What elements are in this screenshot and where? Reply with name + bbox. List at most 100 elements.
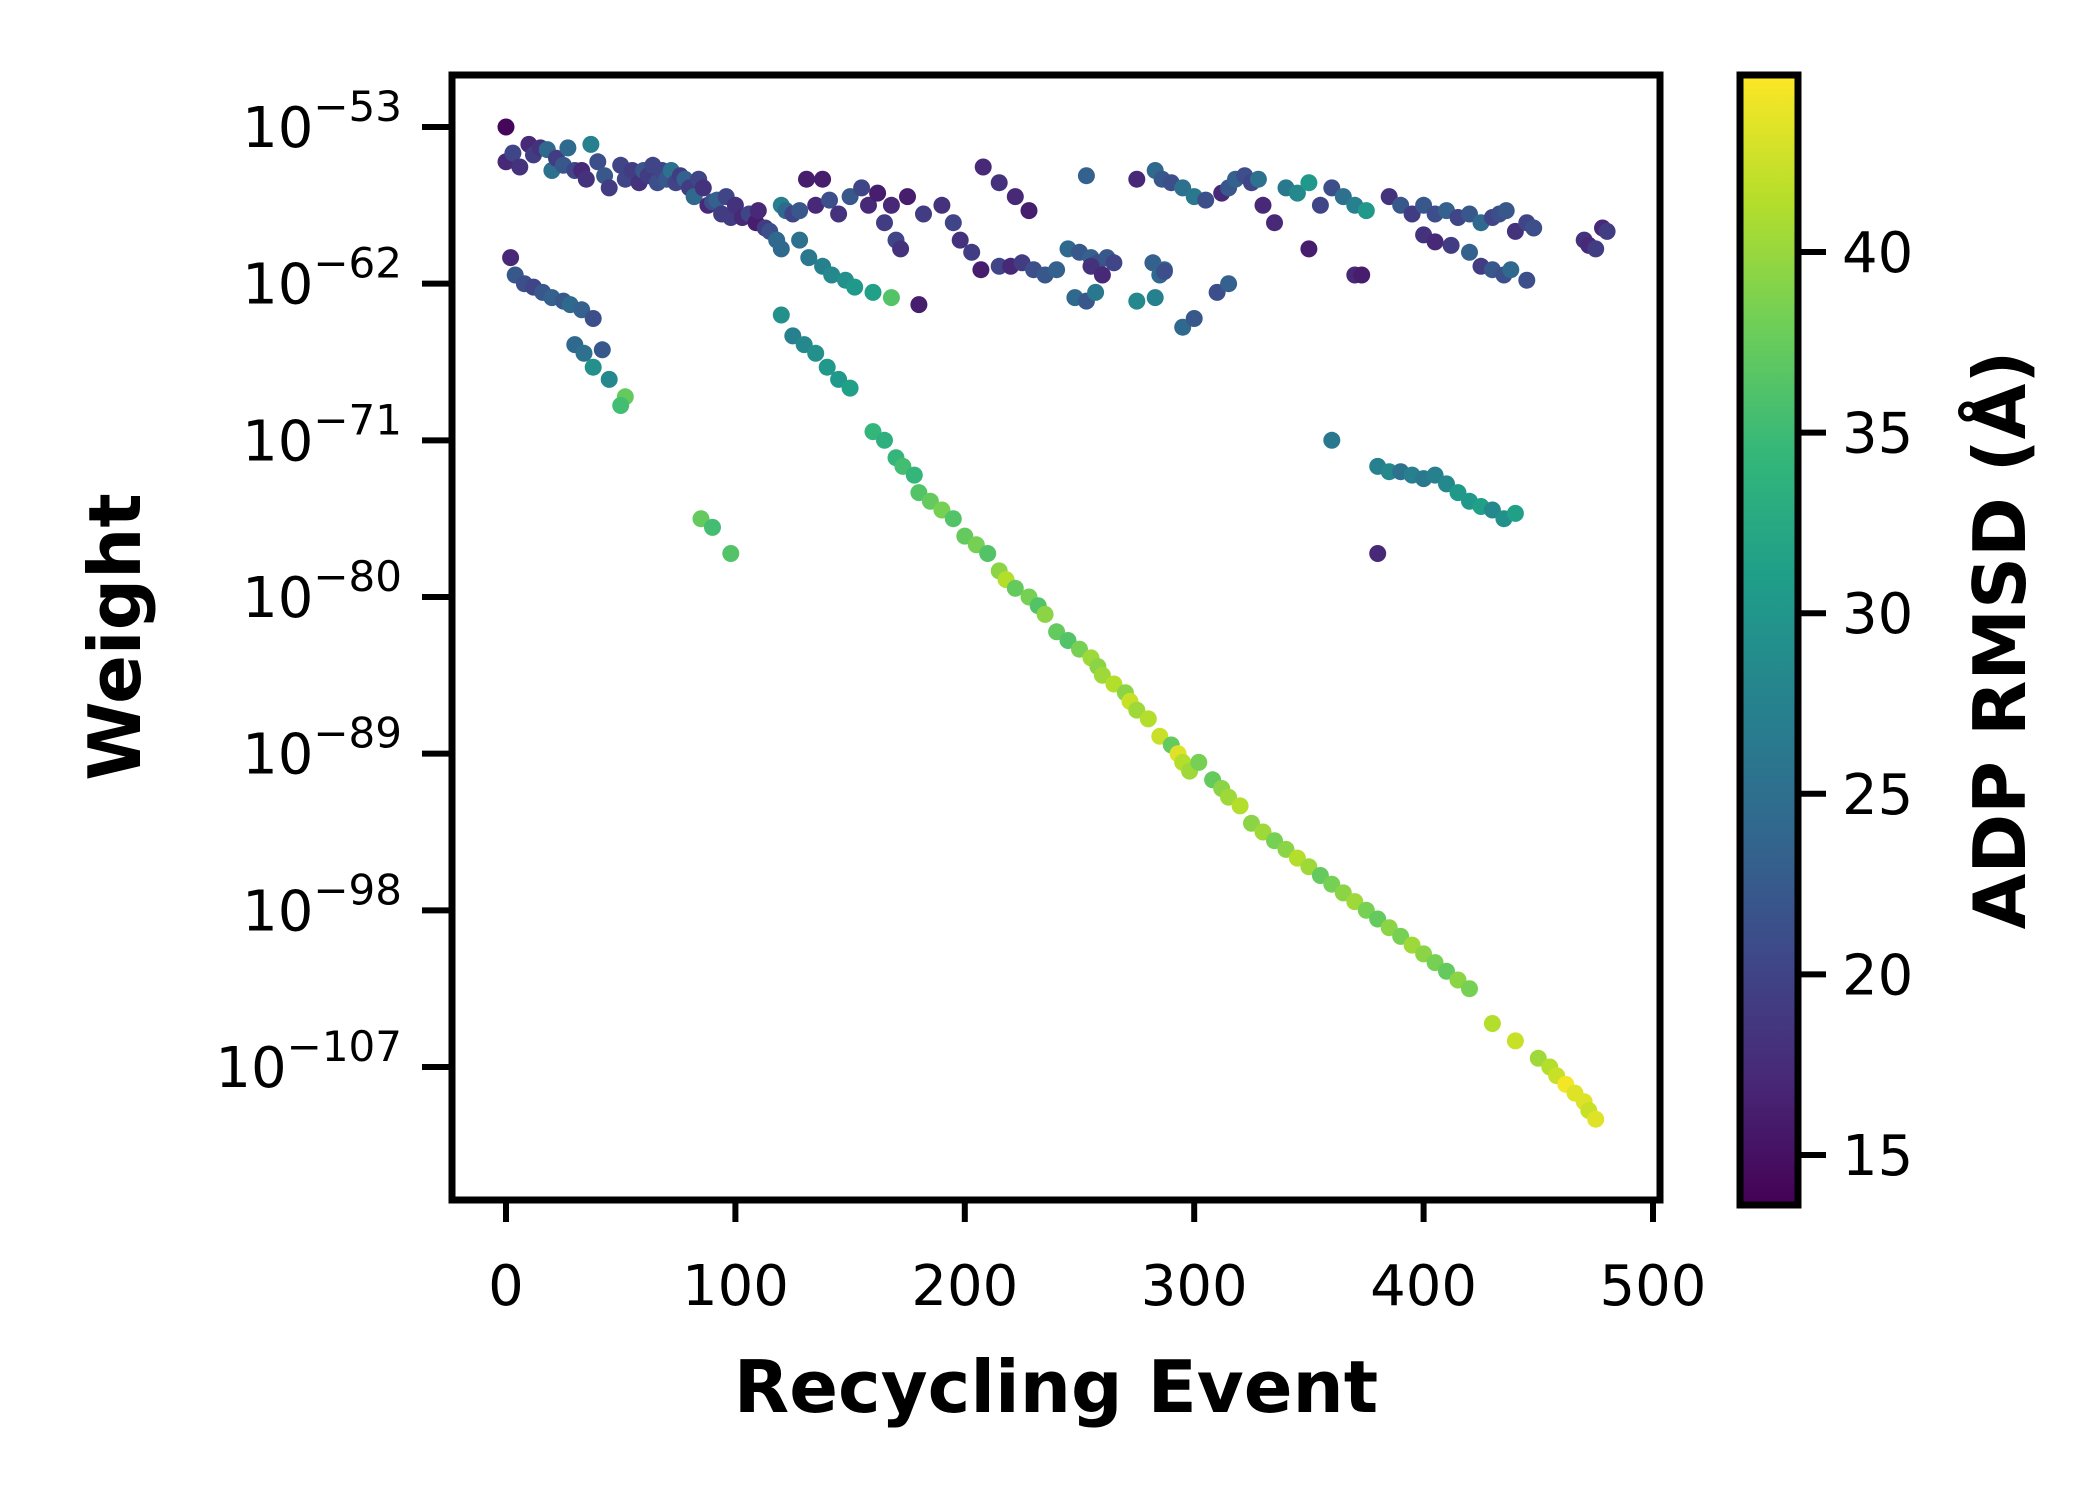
data-point <box>1300 174 1318 192</box>
data-point <box>841 188 859 206</box>
data-point <box>1254 196 1272 214</box>
data-point <box>1105 675 1123 693</box>
data-point <box>915 205 932 223</box>
data-point <box>575 344 593 362</box>
data-point <box>1288 849 1306 867</box>
data-point <box>944 510 962 528</box>
data-point <box>821 191 838 209</box>
data-point <box>1497 202 1515 220</box>
data-point <box>876 431 893 449</box>
data-point <box>823 266 841 284</box>
data-point <box>1006 188 1024 206</box>
data-point <box>1249 170 1267 188</box>
y-tick-exponent: −98 <box>313 865 402 914</box>
y-tick-exponent: −89 <box>313 709 402 758</box>
x-axis-label: Recycling Event <box>734 1345 1378 1429</box>
data-point <box>577 170 595 188</box>
data-point <box>1266 832 1283 850</box>
data-point <box>1185 310 1203 327</box>
data-point <box>1300 858 1318 876</box>
data-point <box>956 527 974 545</box>
data-point <box>1334 188 1352 206</box>
data-point <box>1415 196 1433 214</box>
data-point <box>1461 980 1478 998</box>
data-point <box>612 397 630 414</box>
data-point <box>830 370 848 388</box>
data-point <box>584 310 602 327</box>
y-tick-base: 10 <box>242 566 313 631</box>
colorbar-label: ADP RMSD (Å) <box>1958 351 2042 930</box>
data-point <box>1151 727 1169 745</box>
x-tick-label: 500 <box>1600 1254 1707 1319</box>
data-point <box>502 249 520 267</box>
data-point <box>593 341 611 359</box>
data-point <box>504 144 522 162</box>
data-point <box>1155 263 1173 280</box>
y-tick-exponent: −53 <box>313 82 402 131</box>
x-tick-label: 100 <box>682 1254 789 1319</box>
data-point <box>589 153 607 171</box>
scatter-points <box>497 118 1616 1128</box>
data-point <box>899 188 916 206</box>
data-point <box>1048 261 1066 279</box>
colorbar-tick-label: 40 <box>1842 221 1913 286</box>
data-point <box>905 466 923 484</box>
data-point <box>1208 283 1226 301</box>
data-point <box>1506 504 1524 522</box>
x-tick-label: 400 <box>1370 1254 1477 1319</box>
data-point <box>1174 179 1192 197</box>
y-tick-label: 10−98 <box>242 865 402 944</box>
data-point <box>1300 240 1318 258</box>
data-point <box>1020 202 1038 220</box>
data-point <box>818 358 836 376</box>
data-point <box>1174 318 1192 336</box>
data-point <box>979 545 997 562</box>
y-axis-label: Weight <box>73 493 157 781</box>
data-point <box>584 358 602 376</box>
data-point <box>1598 222 1616 240</box>
data-point <box>1415 945 1433 963</box>
data-point <box>1449 484 1467 502</box>
data-point <box>1587 1110 1605 1128</box>
data-point <box>1587 240 1605 258</box>
data-point <box>1128 170 1146 188</box>
data-point <box>882 196 900 214</box>
data-point <box>1369 545 1387 562</box>
data-point <box>1077 167 1095 185</box>
data-point <box>1036 605 1054 623</box>
y-tick-label: 10−53 <box>242 82 402 161</box>
data-point <box>1128 292 1146 310</box>
data-point <box>864 423 882 441</box>
data-point <box>1380 919 1398 937</box>
data-point <box>1059 632 1077 649</box>
data-point <box>841 379 859 397</box>
data-point <box>910 484 928 502</box>
data-point <box>1288 184 1306 202</box>
data-point <box>807 196 825 214</box>
data-point <box>853 179 871 197</box>
data-point <box>864 283 882 301</box>
data-point <box>1071 640 1088 658</box>
y-tick-label: 10−89 <box>242 709 402 788</box>
data-point <box>814 170 832 188</box>
data-point <box>1369 910 1387 928</box>
data-point <box>1323 875 1341 893</box>
data-point <box>497 118 515 136</box>
data-point <box>1449 971 1467 989</box>
data-point <box>1403 936 1421 954</box>
data-point <box>1518 271 1536 289</box>
data-point <box>1093 666 1111 684</box>
data-point <box>1346 893 1364 911</box>
y-tick-base: 10 <box>242 96 313 161</box>
data-point <box>1353 266 1371 284</box>
data-point <box>1087 283 1105 301</box>
x-tick-label: 200 <box>911 1254 1018 1319</box>
data-point <box>882 289 900 307</box>
data-point <box>972 261 990 279</box>
y-tick-label: 10−80 <box>242 552 402 631</box>
y-tick-base: 10 <box>242 879 313 944</box>
data-point <box>1506 1032 1524 1050</box>
x-tick-label: 0 <box>488 1254 524 1319</box>
data-point <box>1442 236 1460 254</box>
